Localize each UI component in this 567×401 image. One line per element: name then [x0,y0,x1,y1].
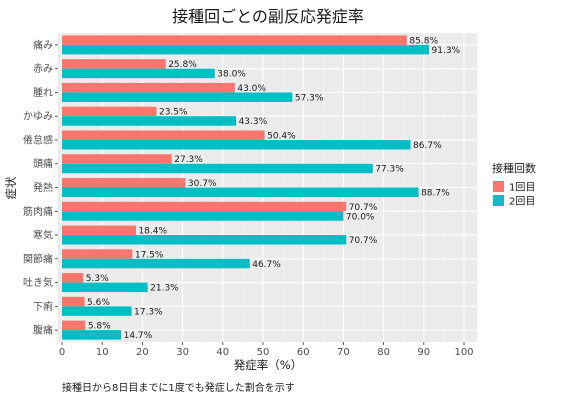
bar-value-label: 70.7% [349,236,378,246]
x-tick-label: 90 [417,347,430,358]
legend-label: 2回目 [509,196,535,208]
y-tick-label: 吐き気 [23,276,53,289]
bar [62,211,344,221]
y-tick-label: 発熱 [33,181,53,194]
bar-value-label: 17.5% [135,250,164,260]
x-tick-label: 20 [136,347,149,358]
y-tick-label: 頭痛 [33,157,53,170]
y-axis-title: 症状 [4,176,18,199]
x-tick-label: 80 [377,347,390,358]
x-axis: 0 10 20 30 40 50 60 70 80 90 100 [59,342,474,358]
bar [62,258,250,269]
bar-value-label: 30.7% [188,179,217,189]
bar-value-labels: 85.8%91.3% 25.8% 38.0% 43.0% 57.3% 23.5% 43.3%… [86,36,461,341]
legend-swatch [493,195,504,206]
bar [62,106,157,117]
bar-value-label: 91.3% [432,46,461,56]
x-tick-label: 30 [176,347,189,358]
bar [62,201,347,212]
legend-title: 接種回数 [492,161,536,175]
bar [62,187,419,197]
chart-title: 接種回ごとの副反応発症率 [172,7,364,26]
bar [62,235,347,245]
bar-value-label: 43.3% [239,117,268,127]
y-tick-label: 寒気 [33,229,53,242]
y-tick-label: かゆみ [23,111,53,123]
x-tick-label: 0 [59,347,65,358]
bar-value-label: 21.3% [150,284,179,294]
bar [62,44,430,55]
bar-value-label: 23.5% [159,108,188,118]
bar [62,282,148,293]
bar [62,178,186,188]
x-tick-label: 50 [257,347,270,358]
y-tick-label: 関節痛 [23,252,53,265]
bar-value-label: 86.7% [413,141,442,151]
legend-swatch [493,181,504,192]
bar-value-label: 46.7% [252,260,281,270]
y-tick-label: 筋肉痛 [23,205,53,218]
x-tick-label: 100 [454,347,473,358]
bar [62,116,237,126]
bar-value-label: 70.0% [346,212,375,222]
bar [62,296,85,307]
bar [62,82,235,93]
bar-value-label: 50.4% [267,131,296,141]
chart-caption: 接種日から8日目までに1度でも発症した割合を示す [62,381,295,394]
bar-value-label: 85.8% [409,36,438,46]
bar-value-label: 14.7% [124,331,153,341]
bar-value-label: 25.8% [168,60,197,70]
bar [62,306,132,316]
x-tick-label: 70 [337,347,350,358]
y-tick-label: 腫れ [33,87,53,99]
bar [62,163,373,174]
y-tick-label: 腹痛 [33,324,53,337]
bar-value-label: 18.4% [138,227,167,237]
bar-value-label: 88.7% [421,189,450,199]
bar [62,225,136,236]
bar-value-label: 5.6% [87,298,110,308]
bar-value-label: 57.3% [295,93,324,103]
bar-value-label: 17.3% [134,307,163,317]
bar [62,320,86,331]
bar [62,249,133,259]
bar-value-label: 70.7% [349,203,378,213]
y-tick-label: 下痢 [33,300,53,313]
bar [62,130,265,140]
bar [62,92,293,102]
bar-value-label: 43.0% [237,84,266,94]
bar [62,273,84,283]
bar [62,154,172,164]
legend-label: 1回目 [509,182,535,194]
bar [62,59,166,69]
x-axis-title: 発症率（%） [234,358,302,372]
x-tick-label: 40 [216,347,229,358]
bar-value-label: 5.3% [86,274,109,284]
bars [62,35,430,340]
x-tick-label: 60 [297,347,310,358]
bar-value-label: 77.3% [375,165,404,175]
bar [62,139,411,150]
y-tick-label: 痛み [33,38,53,51]
bar-value-label: 27.3% [174,155,203,165]
bar-value-label: 38.0% [217,70,246,80]
y-tick-label: 赤み [33,63,53,75]
x-tick-label: 10 [96,347,109,358]
bar-value-label: 5.8% [88,322,111,332]
y-tick-label: 倦怠感 [23,133,53,146]
bar [62,330,122,340]
bar [62,68,215,79]
bar [62,35,407,45]
